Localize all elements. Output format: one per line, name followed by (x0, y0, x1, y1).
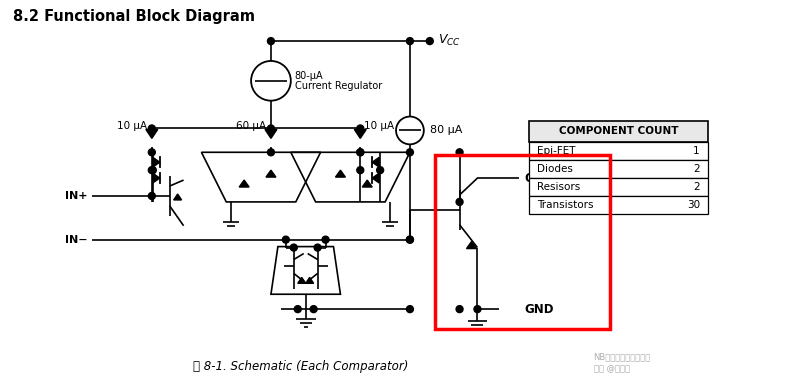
Circle shape (456, 149, 463, 156)
Text: IN+: IN+ (65, 191, 87, 201)
Circle shape (267, 37, 274, 45)
Polygon shape (239, 180, 249, 187)
Circle shape (406, 149, 414, 156)
Text: 8.2 Functional Block Diagram: 8.2 Functional Block Diagram (13, 9, 255, 24)
Circle shape (267, 125, 274, 132)
Circle shape (357, 149, 364, 156)
Circle shape (377, 167, 384, 174)
Polygon shape (298, 277, 306, 283)
Text: 头条 @创易栈: 头条 @创易栈 (594, 364, 630, 373)
Circle shape (148, 167, 155, 174)
Polygon shape (372, 173, 379, 183)
Polygon shape (354, 129, 366, 138)
Circle shape (148, 125, 155, 132)
Text: Epi-FET: Epi-FET (537, 146, 575, 156)
Polygon shape (362, 180, 372, 187)
Text: V$_{\mathregular{CC}}$: V$_{\mathregular{CC}}$ (438, 32, 461, 48)
Polygon shape (306, 277, 314, 283)
Text: Resisors: Resisors (537, 182, 580, 192)
Circle shape (294, 306, 302, 312)
Circle shape (406, 236, 414, 243)
Bar (529, 120, 708, 142)
Text: 1: 1 (693, 146, 700, 156)
Text: NB硬件实践知识社享台: NB硬件实践知识社享台 (594, 352, 651, 361)
Polygon shape (266, 170, 276, 177)
Circle shape (148, 149, 155, 156)
Text: 80 μA: 80 μA (430, 125, 462, 136)
Text: 60 μA: 60 μA (236, 121, 266, 131)
Circle shape (426, 37, 434, 45)
Bar (529, 142, 708, 160)
Circle shape (456, 198, 463, 206)
Circle shape (290, 244, 298, 251)
Circle shape (282, 236, 290, 243)
Text: OUT: OUT (524, 172, 552, 185)
Text: GND: GND (524, 303, 554, 316)
Circle shape (406, 306, 414, 312)
Polygon shape (466, 242, 477, 249)
Bar (529, 196, 708, 214)
Text: 2: 2 (693, 182, 700, 192)
Text: 图 8-1. Schematic (Each Comparator): 图 8-1. Schematic (Each Comparator) (193, 360, 409, 373)
Bar (434, 155, 610, 329)
Text: 10 μA: 10 μA (364, 121, 394, 131)
Circle shape (310, 306, 317, 312)
Circle shape (406, 37, 414, 45)
Polygon shape (372, 157, 379, 167)
Text: Diodes: Diodes (537, 164, 573, 174)
Text: Current Regulator: Current Regulator (294, 81, 382, 91)
Polygon shape (146, 129, 158, 138)
Polygon shape (335, 170, 346, 177)
Polygon shape (174, 194, 182, 200)
Text: COMPONENT COUNT: COMPONENT COUNT (558, 126, 678, 136)
Circle shape (322, 236, 329, 243)
Circle shape (267, 149, 274, 156)
Circle shape (357, 125, 364, 132)
Polygon shape (265, 129, 277, 138)
Text: 30: 30 (686, 200, 700, 210)
Bar (529, 178, 708, 196)
Circle shape (150, 167, 156, 174)
Text: 2: 2 (693, 164, 700, 174)
Circle shape (148, 193, 155, 199)
Text: IN−: IN− (65, 235, 87, 244)
Text: 80-μA: 80-μA (294, 71, 323, 81)
Circle shape (314, 244, 321, 251)
Circle shape (357, 149, 364, 156)
Circle shape (357, 167, 364, 174)
Bar (529, 160, 708, 178)
Text: 10 μA: 10 μA (117, 121, 147, 131)
Circle shape (406, 236, 414, 243)
Circle shape (474, 306, 481, 312)
Circle shape (456, 306, 463, 312)
Polygon shape (153, 173, 160, 183)
Text: Transistors: Transistors (537, 200, 594, 210)
Polygon shape (153, 157, 160, 167)
